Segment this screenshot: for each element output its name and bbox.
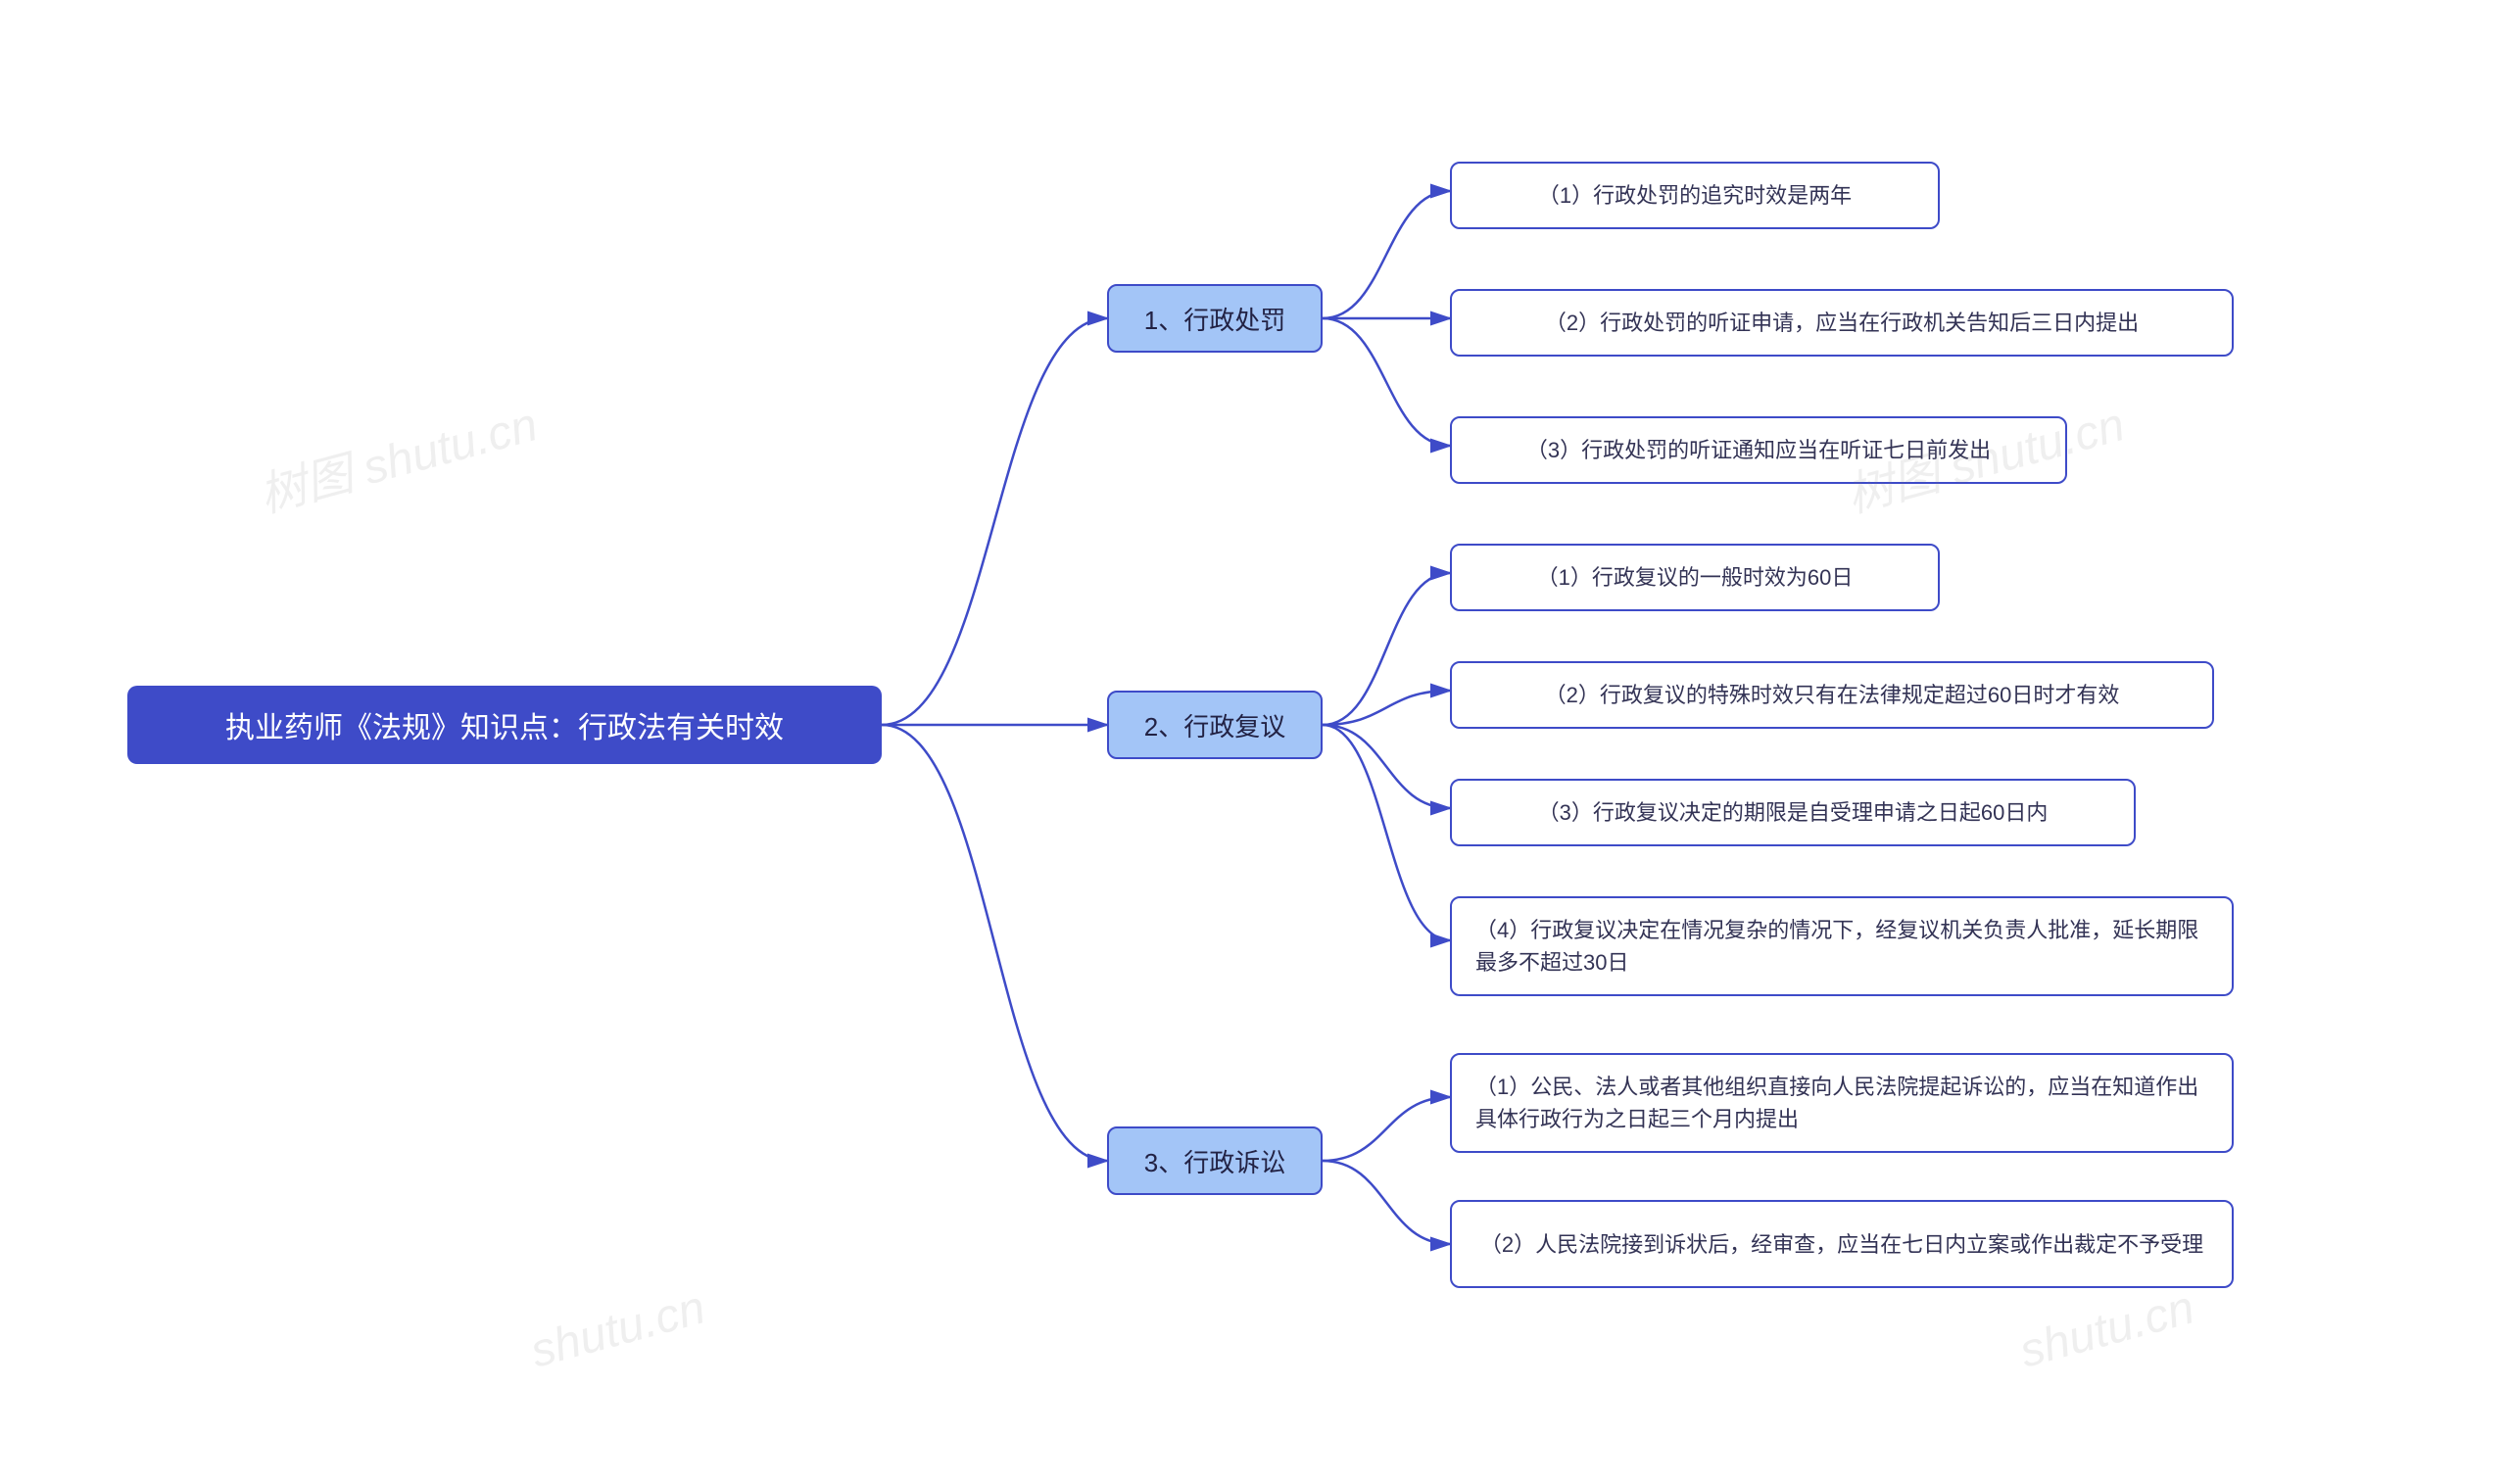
leaf-label: （1）行政处罚的追究时效是两年 (1538, 179, 1852, 212)
branch-node-2: 2、行政复议 (1107, 691, 1323, 759)
leaf-label: （3）行政处罚的听证通知应当在听证七日前发出 (1526, 434, 1991, 466)
branch-node-3: 3、行政诉讼 (1107, 1126, 1323, 1195)
leaf-node-1-3: （3）行政处罚的听证通知应当在听证七日前发出 (1450, 416, 2067, 484)
branch-label: 1、行政处罚 (1144, 301, 1285, 337)
branch-label: 3、行政诉讼 (1144, 1143, 1285, 1179)
leaf-label: （2）人民法院接到诉状后，经审查，应当在七日内立案或作出裁定不予受理 (1480, 1228, 2203, 1261)
branch-node-1: 1、行政处罚 (1107, 284, 1323, 353)
leaf-label: （4）行政复议决定在情况复杂的情况下，经复议机关负责人批准，延长期限最多不超过3… (1475, 914, 2208, 979)
leaf-node-2-2: （2）行政复议的特殊时效只有在法律规定超过60日时才有效 (1450, 661, 2214, 729)
leaf-node-2-3: （3）行政复议决定的期限是自受理申请之日起60日内 (1450, 779, 2136, 846)
watermark: shutu.cn (2014, 1280, 2200, 1378)
root-node: 执业药师《法规》知识点：行政法有关时效 (127, 686, 882, 764)
leaf-node-2-4: （4）行政复议决定在情况复杂的情况下，经复议机关负责人批准，延长期限最多不超过3… (1450, 896, 2234, 996)
watermark: shutu.cn (525, 1280, 711, 1378)
watermark: 树图 shutu.cn (251, 386, 544, 526)
leaf-node-1-2: （2）行政处罚的听证申请，应当在行政机关告知后三日内提出 (1450, 289, 2234, 357)
root-label: 执业药师《法规》知识点：行政法有关时效 (225, 703, 784, 746)
leaf-node-2-1: （1）行政复议的一般时效为60日 (1450, 544, 1940, 611)
leaf-node-1-1: （1）行政处罚的追究时效是两年 (1450, 162, 1940, 229)
branch-label: 2、行政复议 (1144, 707, 1285, 743)
leaf-label: （2）行政处罚的听证申请，应当在行政机关告知后三日内提出 (1545, 307, 2139, 339)
leaf-node-3-2: （2）人民法院接到诉状后，经审查，应当在七日内立案或作出裁定不予受理 (1450, 1200, 2234, 1288)
leaf-node-3-1: （1）公民、法人或者其他组织直接向人民法院提起诉讼的，应当在知道作出具体行政行为… (1450, 1053, 2234, 1153)
leaf-label: （1）行政复议的一般时效为60日 (1537, 561, 1854, 594)
leaf-label: （2）行政复议的特殊时效只有在法律规定超过60日时才有效 (1545, 679, 2120, 711)
leaf-label: （1）公民、法人或者其他组织直接向人民法院提起诉讼的，应当在知道作出具体行政行为… (1475, 1071, 2208, 1135)
leaf-label: （3）行政复议决定的期限是自受理申请之日起60日内 (1538, 796, 2049, 829)
